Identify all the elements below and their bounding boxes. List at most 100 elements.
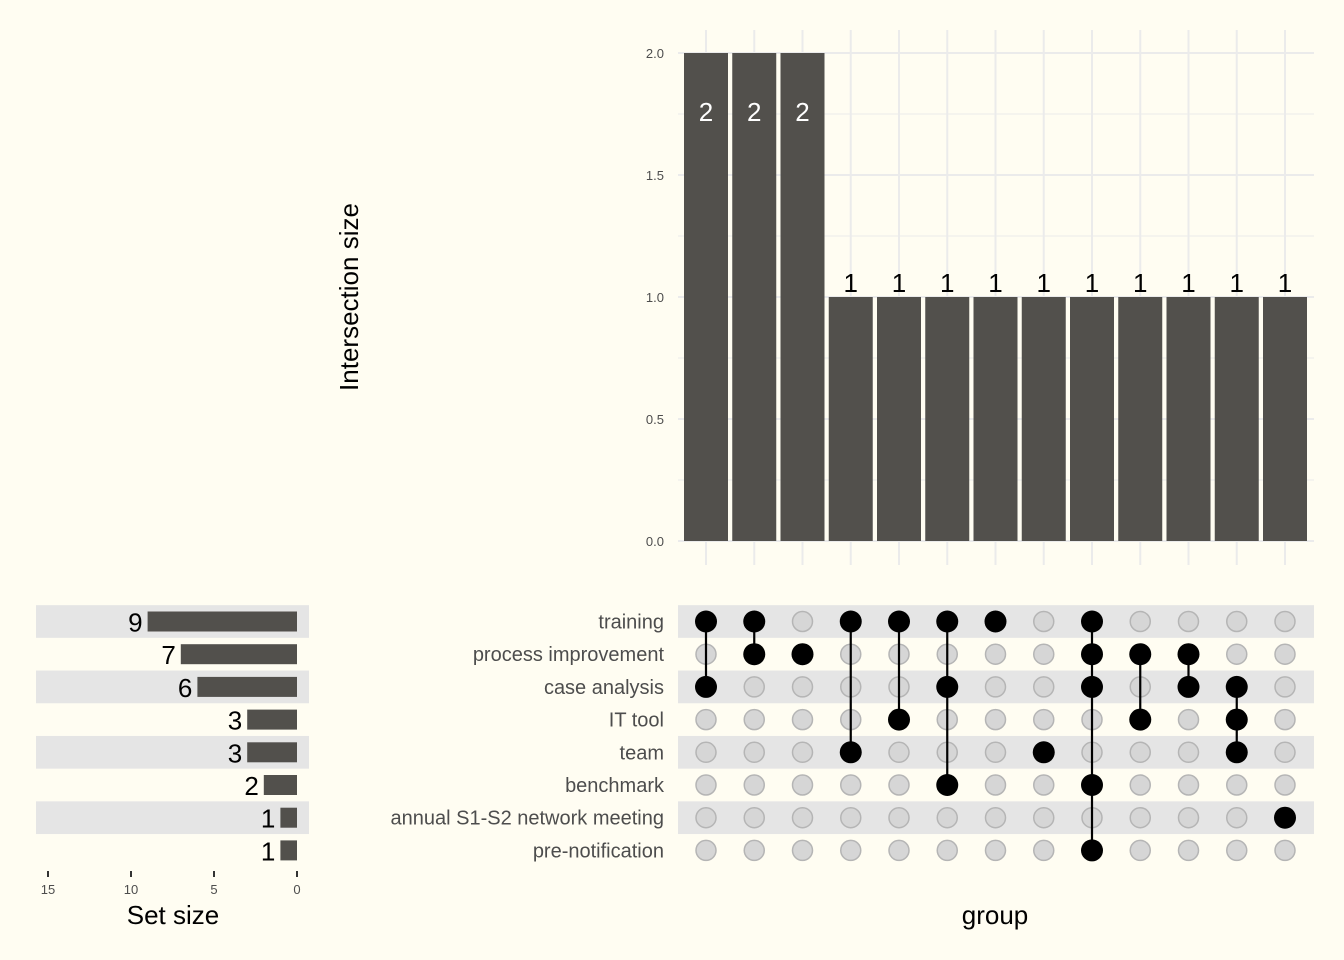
matrix-dot-active bbox=[888, 610, 910, 633]
matrix-dot-inactive bbox=[791, 806, 814, 829]
intersection-bars bbox=[684, 53, 1307, 541]
matrix-dot-inactive bbox=[743, 774, 765, 796]
matrix-dot-inactive bbox=[1226, 643, 1248, 665]
matrix-dot-inactive bbox=[695, 806, 717, 829]
matrix-dot-inactive bbox=[1226, 839, 1248, 862]
set-size-bar bbox=[280, 840, 297, 861]
set-size-stripe bbox=[36, 801, 309, 835]
matrix-dot-inactive bbox=[1274, 774, 1296, 796]
set-name-label: process improvement bbox=[473, 644, 665, 666]
y-tick-label: 1.0 bbox=[646, 290, 664, 305]
set-size-label: 2 bbox=[244, 771, 258, 801]
intersection-bar bbox=[828, 297, 873, 541]
matrix-dot-inactive bbox=[1177, 839, 1200, 862]
matrix-dot-active bbox=[936, 610, 959, 633]
set-name-label: training bbox=[598, 612, 664, 634]
intersection-y-axis: 0.0 0.5 1.0 1.5 2.0 bbox=[646, 46, 664, 549]
matrix-dot-inactive bbox=[1033, 806, 1055, 829]
y-tick-label: 0.0 bbox=[646, 534, 664, 549]
set-name-label: pre-notification bbox=[533, 840, 664, 862]
intersection-bar-label: 1 bbox=[1230, 268, 1244, 298]
matrix-dot-active bbox=[1081, 839, 1103, 862]
set-size-tick-label: 10 bbox=[124, 882, 138, 897]
intersection-matrix bbox=[695, 610, 1296, 862]
matrix-dot-inactive bbox=[1033, 839, 1055, 862]
intersection-bar bbox=[684, 53, 728, 541]
intersection-bar bbox=[1021, 297, 1066, 541]
matrix-dot-inactive bbox=[936, 806, 958, 829]
matrix-dot-inactive bbox=[1033, 708, 1055, 731]
matrix-dot-inactive bbox=[1177, 741, 1200, 764]
matrix-dot-inactive bbox=[840, 774, 862, 796]
matrix-dot-active bbox=[1081, 643, 1103, 666]
matrix-dot-inactive bbox=[1274, 839, 1296, 862]
intersection-bar-label: 2 bbox=[699, 97, 713, 127]
matrix-dot-inactive bbox=[1129, 839, 1151, 862]
set-size-axis: 15 10 5 0 bbox=[41, 871, 301, 897]
set-size-bar bbox=[147, 611, 297, 632]
matrix-dot-inactive bbox=[1177, 806, 1200, 829]
matrix-dot-inactive bbox=[1033, 676, 1055, 698]
set-name-label: team bbox=[620, 742, 664, 764]
y-tick-label: 1.5 bbox=[646, 168, 664, 183]
matrix-dot-active bbox=[1177, 675, 1200, 698]
matrix-dot-active bbox=[1274, 806, 1296, 829]
intersection-bar bbox=[973, 297, 1018, 541]
set-size-label: 1 bbox=[261, 804, 275, 834]
matrix-dot-inactive bbox=[984, 708, 1007, 731]
matrix-dot-active bbox=[1129, 643, 1152, 666]
matrix-dot-active bbox=[888, 708, 910, 731]
intersection-bar bbox=[1263, 297, 1307, 541]
matrix-dot-active bbox=[984, 610, 1007, 633]
matrix-dot-inactive bbox=[984, 643, 1007, 665]
set-size-bar bbox=[247, 742, 297, 763]
matrix-dot-inactive bbox=[695, 708, 717, 731]
matrix-dot-inactive bbox=[936, 839, 958, 862]
matrix-dot-inactive bbox=[743, 806, 765, 829]
set-size-label: 3 bbox=[228, 738, 242, 768]
matrix-dot-inactive bbox=[743, 839, 765, 862]
y-tick-label: 2.0 bbox=[646, 46, 664, 61]
matrix-dot-inactive bbox=[984, 741, 1007, 764]
matrix-dot-inactive bbox=[791, 741, 814, 764]
set-size-bar bbox=[280, 807, 297, 828]
matrix-dot-inactive bbox=[791, 676, 814, 698]
set-size-tick-label: 0 bbox=[293, 882, 300, 897]
set-size-label: 9 bbox=[128, 608, 142, 638]
set-size-label: 6 bbox=[178, 673, 192, 703]
matrix-dot-inactive bbox=[888, 839, 910, 862]
matrix-dot-inactive bbox=[1033, 610, 1055, 633]
matrix-dot-inactive bbox=[888, 774, 910, 796]
matrix-dot-inactive bbox=[1274, 676, 1296, 698]
matrix-dot-inactive bbox=[791, 708, 814, 731]
matrix-dot-inactive bbox=[1274, 741, 1296, 764]
matrix-dot-inactive bbox=[743, 676, 765, 698]
set-size-axis-title: Set size bbox=[127, 900, 220, 930]
intersection-bar-label: 1 bbox=[1085, 268, 1099, 298]
intersection-bar-label: 1 bbox=[892, 268, 906, 298]
matrix-dot-inactive bbox=[695, 774, 717, 796]
matrix-dot-inactive bbox=[840, 839, 862, 862]
intersection-bar-label: 1 bbox=[1181, 268, 1195, 298]
intersection-bar-label: 2 bbox=[747, 97, 761, 127]
set-name-label: IT tool bbox=[609, 710, 664, 732]
matrix-dot-active bbox=[695, 675, 717, 698]
matrix-dot-active bbox=[1081, 774, 1103, 796]
matrix-dot-active bbox=[1225, 675, 1248, 698]
intersection-bar bbox=[732, 53, 777, 541]
set-size-label: 3 bbox=[228, 706, 242, 736]
matrix-dot-active bbox=[936, 774, 959, 796]
matrix-dot-inactive bbox=[984, 774, 1007, 796]
matrix-dot-inactive bbox=[1226, 610, 1248, 633]
matrix-dot-inactive bbox=[840, 806, 862, 829]
matrix-dot-inactive bbox=[695, 741, 717, 764]
set-size-bar bbox=[247, 709, 297, 730]
matrix-dot-inactive bbox=[743, 741, 765, 764]
matrix-x-axis-title: group bbox=[962, 900, 1029, 930]
intersection-bar bbox=[1070, 297, 1114, 541]
intersection-bar-label: 1 bbox=[844, 268, 858, 298]
matrix-dot-active bbox=[791, 643, 814, 666]
set-name-label: benchmark bbox=[565, 775, 665, 797]
